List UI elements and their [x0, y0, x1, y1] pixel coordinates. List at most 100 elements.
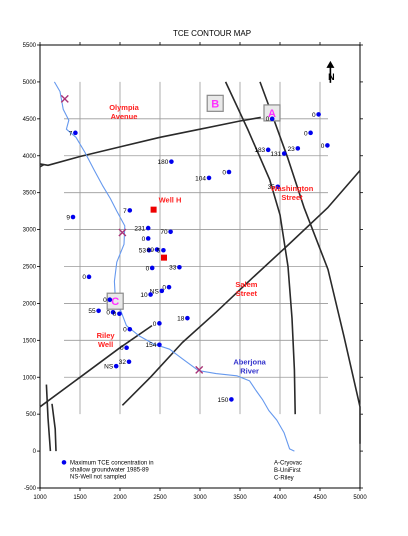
- sample-value: 231: [134, 226, 145, 233]
- x-mark: [118, 228, 127, 237]
- sample-value: 18: [177, 316, 185, 323]
- sample-dot: [113, 363, 119, 369]
- sample-value: 0: [82, 274, 86, 281]
- sample-dot: [117, 311, 122, 317]
- sample-value: 9: [66, 214, 70, 221]
- legend-site-line: B-UniFirst: [274, 468, 301, 474]
- y-tick-label: 4500: [23, 117, 37, 123]
- road-northeast-diagonal: [259, 81, 361, 444]
- sample-value: 131: [270, 151, 281, 158]
- axes-frame: 1000 1500 2000 2500 3000 3500 4000 4500 5000-500…: [23, 42, 367, 501]
- aberjona-river-path: [53, 81, 295, 452]
- sample-dot: [157, 342, 162, 348]
- sample-dot: [127, 326, 133, 332]
- x-mark: [60, 94, 69, 103]
- road-olympia-west-curve: [39, 163, 45, 168]
- sample-dot: [146, 247, 152, 253]
- sample-dot: [168, 229, 173, 235]
- sample-dot: [265, 147, 271, 153]
- legend-dot: [61, 460, 67, 465]
- well-h-label: Well H: [159, 196, 182, 205]
- legend-text-line: NS-Well not sampled: [70, 474, 126, 480]
- place-labels: Well HOlympiaAvenueWashingtonStreetSalem…: [97, 103, 314, 376]
- site-boxes: A B C: [106, 94, 281, 310]
- x-tick-label: 2000: [113, 495, 127, 501]
- sample-dot: [70, 214, 76, 220]
- sample-dot: [110, 309, 116, 315]
- sample-dot: [161, 247, 166, 253]
- sample-dot: [185, 315, 190, 321]
- sample-value: 183: [254, 147, 265, 154]
- sample-dot: [107, 297, 113, 303]
- sample-dot: [73, 130, 78, 136]
- site-box-c: [106, 292, 124, 310]
- road-south-west-stub: [51, 403, 57, 452]
- sample-dot: [148, 292, 153, 297]
- sample-value: NS: [104, 364, 114, 371]
- sample-dot: [86, 274, 92, 280]
- y-tick-label: 500: [26, 412, 37, 418]
- place-label-olympia: Olympia: [109, 103, 139, 112]
- y-tick-label: 1500: [23, 338, 37, 344]
- sample-value: 0: [312, 112, 316, 119]
- y-tick-label: 2500: [23, 265, 37, 271]
- x-tick-label: 1500: [73, 495, 87, 501]
- sample-dot: [325, 143, 330, 148]
- sample-value: 5: [157, 248, 161, 255]
- sample-dot: [229, 397, 234, 402]
- legend-text-line: Maximum TCE concentration in: [70, 460, 154, 466]
- sample-value: 0: [222, 169, 226, 176]
- sample-value: 180: [158, 159, 169, 166]
- sample-value: 35: [268, 184, 276, 191]
- map-title: TCE CONTOUR MAP: [173, 29, 251, 38]
- x-tick-label: 4000: [273, 495, 287, 501]
- sample-dot: [157, 321, 162, 326]
- sample-value: 0: [304, 130, 308, 137]
- sample-dot: [159, 288, 165, 294]
- y-tick-label: 1000: [23, 375, 37, 381]
- sample-dot: [166, 284, 172, 290]
- sample-dot: [226, 169, 232, 175]
- sample-value: 69: [147, 247, 155, 254]
- place-label-washington: Street: [281, 193, 303, 202]
- place-label-olympia: Avenue: [111, 112, 138, 121]
- sample-value: 0: [162, 285, 166, 292]
- river-label-aberjona: Aberjona: [233, 358, 266, 367]
- sample-value: 150: [218, 397, 229, 404]
- sample-dot: [145, 236, 151, 241]
- sample-dot: [127, 208, 133, 213]
- x-tick-label: 4500: [313, 495, 327, 501]
- sample-dot: [281, 151, 287, 156]
- road-salem-street: [121, 169, 361, 406]
- sample-value: 0: [142, 236, 146, 243]
- sample-value: 0: [153, 321, 157, 328]
- sample-value: 70: [160, 229, 168, 236]
- sample-value: 0: [113, 311, 117, 318]
- sample-dot: [149, 265, 155, 271]
- place-label-washington: Washington: [271, 184, 314, 193]
- sample-value: 0: [321, 143, 325, 150]
- y-tick-label: 3500: [23, 191, 37, 197]
- y-tick-label: 4000: [23, 154, 37, 160]
- sample-value: 0: [266, 116, 270, 123]
- sample-dot: [275, 184, 281, 190]
- sample-dot: [124, 345, 129, 351]
- sample-dot: [295, 146, 301, 151]
- x-tick-label: 3500: [233, 495, 247, 501]
- sample-value: 55: [88, 308, 96, 315]
- sample-value: 7: [123, 208, 127, 215]
- sample-dot: [269, 116, 275, 122]
- roads: [39, 81, 361, 452]
- place-label-riley: Well: [98, 340, 113, 349]
- road-south-hook: [45, 384, 52, 452]
- sample-dot: [126, 359, 132, 365]
- river-label-aberjona: River: [240, 367, 259, 376]
- y-tick-label: -500: [24, 486, 37, 492]
- sample-value: 0: [146, 265, 150, 272]
- site-box-letter: C: [111, 296, 119, 308]
- north-arrow-head: [326, 60, 335, 68]
- sample-value: 0: [120, 345, 124, 352]
- river-line: [53, 81, 295, 452]
